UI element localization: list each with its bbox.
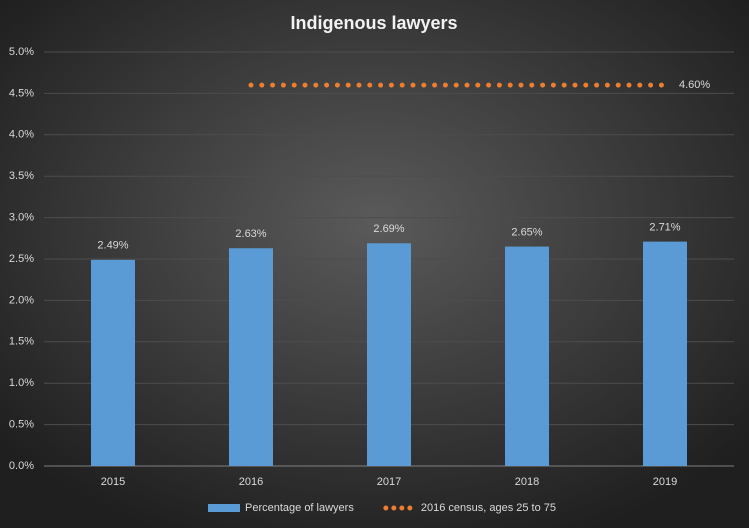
y-tick-label: 2.0% [9,294,34,306]
x-tick-label: 2015 [101,476,125,488]
bar [229,248,273,466]
legend-swatch [208,504,240,512]
y-tick-label: 2.5% [9,253,34,265]
data-label: 2.71% [649,222,680,234]
y-tick-label: 0.0% [9,460,34,472]
legend-label: 2016 census, ages 25 to 75 [421,502,556,514]
y-tick-label: 3.0% [9,212,34,224]
x-tick-label: 2019 [653,476,677,488]
y-tick-label: 5.0% [9,46,34,58]
bar [91,259,135,466]
y-tick-label: 1.0% [9,377,34,389]
y-tick-label: 4.0% [9,129,34,141]
y-tick-label: 1.5% [9,336,34,348]
data-label: 2.49% [97,240,128,252]
y-tick-label: 4.5% [9,87,34,99]
legend-label: Percentage of lawyers [245,502,354,514]
x-tick-label: 2016 [239,476,263,488]
data-label: 4.60% [679,79,710,91]
data-label: 2.69% [373,223,404,235]
x-tick-label: 2017 [377,476,401,488]
data-label: 2.65% [511,226,542,238]
data-label: 2.63% [235,228,266,240]
y-tick-label: 3.5% [9,170,34,182]
x-tick-label: 2018 [515,476,539,488]
chart-title: Indigenous lawyers [290,13,457,33]
bar [367,243,411,466]
bar [505,246,549,466]
y-tick-label: 0.5% [9,419,34,431]
bar [643,241,687,466]
